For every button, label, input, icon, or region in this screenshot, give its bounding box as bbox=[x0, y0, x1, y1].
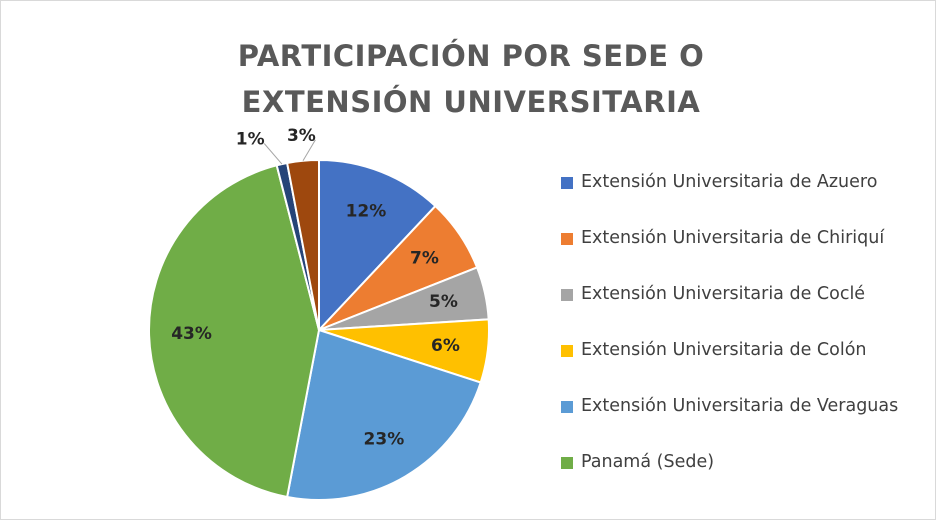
legend-label: Extensión Universitaria de Veraguas bbox=[581, 396, 899, 416]
data-label: 3% bbox=[287, 126, 316, 146]
leader-line bbox=[263, 143, 283, 165]
legend-swatch bbox=[561, 345, 573, 357]
legend-swatch bbox=[561, 177, 573, 189]
pie-slice bbox=[285, 328, 482, 501]
legend-item: Extensión Universitaria de Colón bbox=[561, 337, 911, 364]
legend-swatch bbox=[561, 457, 573, 469]
pie-slice bbox=[318, 158, 437, 333]
legend-label: Panamá (Sede) bbox=[581, 452, 715, 472]
legend-swatch bbox=[561, 401, 573, 413]
legend-label: Extensión Universitaria de Coclé bbox=[581, 284, 866, 304]
leader-line bbox=[302, 139, 316, 162]
legend-swatch bbox=[561, 233, 573, 245]
data-label: 12% bbox=[346, 201, 387, 221]
legend-item: Extensión Universitaria de Veraguas bbox=[561, 393, 911, 420]
legend-swatch bbox=[561, 289, 573, 301]
legend-label: Extensión Universitaria de Chiriquí bbox=[581, 228, 885, 248]
legend: Extensión Universitaria de Azuero Extensi… bbox=[561, 169, 911, 505]
data-label: 6% bbox=[431, 336, 460, 356]
legend-label: Extensión Universitaria de Colón bbox=[581, 340, 867, 360]
legend-item: Extensión Universitaria de Chiriquí bbox=[561, 225, 911, 252]
legend-item: Panamá (Sede) bbox=[561, 449, 911, 476]
legend-item: Extensión Universitaria de Coclé bbox=[561, 281, 911, 308]
data-label: 7% bbox=[410, 248, 439, 268]
pie-slice bbox=[148, 164, 321, 499]
legend-label: Extensión Universitaria de Azuero bbox=[581, 172, 878, 192]
legend-item: Extensión Universitaria de Azuero bbox=[561, 169, 911, 196]
chart-title: PARTICIPACIÓN POR SEDE O EXTENSIÓN UNIVE… bbox=[237, 39, 705, 119]
data-label: 1% bbox=[236, 130, 265, 150]
data-label: 5% bbox=[429, 292, 458, 312]
data-label: 23% bbox=[364, 430, 405, 450]
data-label: 43% bbox=[171, 324, 212, 344]
